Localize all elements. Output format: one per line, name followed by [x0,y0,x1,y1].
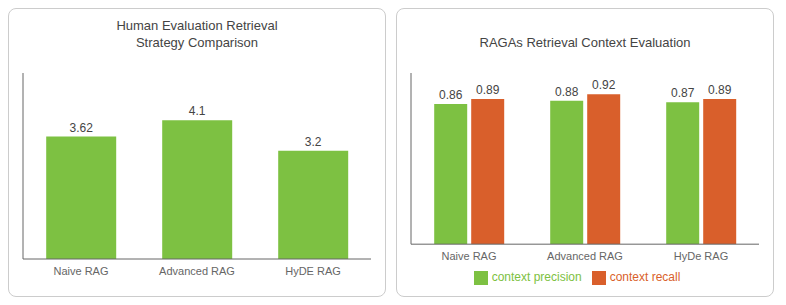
svg-text:0.88: 0.88 [555,85,579,99]
html-text:context precision: context precision [491,270,582,285]
svg-text:3.62: 3.62 [70,121,94,135]
svg-text:HyDe RAG: HyDe RAG [674,250,728,262]
svg-text:Naive RAG: Naive RAG [441,250,496,262]
svg-text:Advanced RAG: Advanced RAG [159,265,235,277]
svg-text:HyDE RAG: HyDE RAG [285,265,341,277]
svg-text:0.89: 0.89 [708,83,732,97]
html-text:RAGAs Retrieval Context Evalua: RAGAs Retrieval Context Evaluation [479,35,691,50]
svg-text:4.1: 4.1 [189,104,206,118]
svg-text:0.86: 0.86 [439,88,463,102]
svg-text:0.92: 0.92 [592,78,616,92]
svg-text:0.89: 0.89 [476,83,500,97]
svg-text:0.87: 0.87 [671,86,695,100]
svg-text:Naive RAG: Naive RAG [53,265,108,277]
html-text:context recall: context recall [609,270,681,285]
html-text:Strategy Comparison: Strategy Comparison [135,35,259,50]
svg-text:3.2: 3.2 [305,135,322,149]
svg-text:Advanced RAG: Advanced RAG [547,250,623,262]
html-text:Human Evaluation Retrieval: Human Evaluation Retrieval [116,18,278,33]
